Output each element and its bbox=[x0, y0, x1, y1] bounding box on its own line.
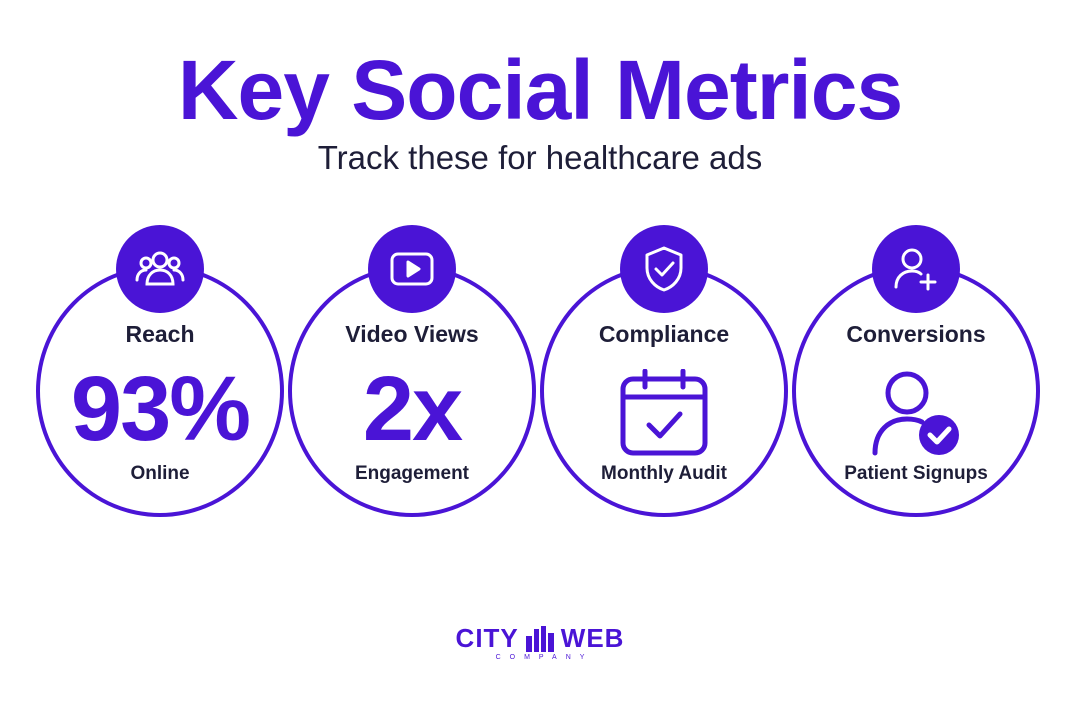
calendar-check-icon bbox=[619, 368, 709, 457]
metric-caption: Online bbox=[130, 463, 190, 484]
metric-value: 93% bbox=[70, 358, 251, 460]
page-title: Key Social Metrics bbox=[177, 43, 903, 137]
people-group-icon bbox=[116, 225, 204, 313]
metric-card-conversions: Conversions Patient Signups bbox=[792, 225, 1040, 517]
metric-label: Video Views bbox=[345, 321, 479, 347]
brand-logo: CITY WEB COMPANY bbox=[0, 624, 1080, 661]
logo-word-web: WEB bbox=[560, 623, 625, 653]
metric-label: Conversions bbox=[846, 321, 986, 347]
video-play-icon bbox=[368, 225, 456, 313]
metric-caption: Patient Signups bbox=[844, 463, 988, 484]
user-check-icon bbox=[871, 369, 961, 457]
metric-card-reach: Reach 93% Online bbox=[36, 225, 284, 517]
user-add-icon bbox=[872, 225, 960, 313]
page-subtitle: Track these for healthcare ads bbox=[317, 139, 763, 176]
shield-check-icon bbox=[620, 225, 708, 313]
metric-caption: Engagement bbox=[354, 463, 470, 484]
metric-caption: Monthly Audit bbox=[601, 463, 727, 484]
metric-card-compliance: Compliance Monthly Audit bbox=[540, 225, 788, 517]
metric-value: 2x bbox=[362, 358, 463, 460]
logo-word-city: CITY bbox=[455, 623, 519, 653]
metric-label: Compliance bbox=[598, 321, 730, 347]
building-icon bbox=[525, 626, 555, 652]
metric-card-video-views: Video Views 2x Engagement bbox=[288, 225, 536, 517]
logo-subtext: COMPANY bbox=[495, 654, 594, 661]
metric-label: Reach bbox=[125, 321, 195, 347]
